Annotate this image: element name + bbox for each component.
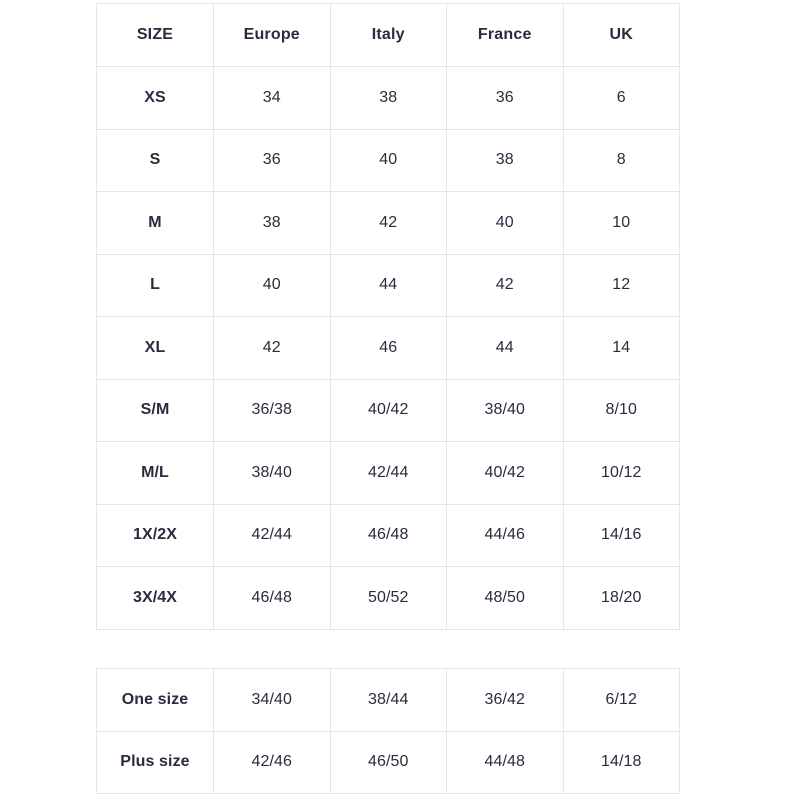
cell-size: 1X/2X <box>96 503 214 567</box>
cell-europe: 38/40 <box>213 441 331 505</box>
cell-uk: 8/10 <box>562 378 680 442</box>
cell-uk: 10 <box>562 191 680 255</box>
cell-france: 40 <box>446 191 564 255</box>
cell-europe: 36/38 <box>213 378 331 442</box>
cell-uk: 6 <box>562 66 680 130</box>
cell-europe: 42/44 <box>213 503 331 567</box>
cell-italy: 50/52 <box>329 566 447 630</box>
cell-europe: 42 <box>213 316 331 380</box>
cell-size: M/L <box>96 441 214 505</box>
cell-italy: 42/44 <box>329 441 447 505</box>
cell-france: 36 <box>446 66 564 130</box>
cell-france: 40/42 <box>446 441 564 505</box>
cell-italy: 38/44 <box>329 668 447 732</box>
table-row: XL 42 46 44 14 <box>96 316 680 380</box>
cell-italy: 44 <box>329 253 447 317</box>
column-header-italy: Italy <box>329 3 447 67</box>
table-row: M/L 38/40 42/44 40/42 10/12 <box>96 441 680 505</box>
cell-uk: 14/18 <box>562 730 680 794</box>
cell-europe: 38 <box>213 191 331 255</box>
table-row: 1X/2X 42/44 46/48 44/46 14/16 <box>96 503 680 567</box>
cell-uk: 12 <box>562 253 680 317</box>
cell-size: L <box>96 253 214 317</box>
cell-italy: 46/50 <box>329 730 447 794</box>
cell-france: 44/48 <box>446 730 564 794</box>
cell-size: XL <box>96 316 214 380</box>
primary-table-header: SIZE Europe Italy France UK <box>96 3 680 67</box>
cell-italy: 42 <box>329 191 447 255</box>
cell-uk: 6/12 <box>562 668 680 732</box>
cell-france: 42 <box>446 253 564 317</box>
cell-italy: 46/48 <box>329 503 447 567</box>
cell-uk: 8 <box>562 128 680 192</box>
cell-uk: 14 <box>562 316 680 380</box>
cell-europe: 34 <box>213 66 331 130</box>
cell-europe: 40 <box>213 253 331 317</box>
cell-france: 44 <box>446 316 564 380</box>
table-row: 3X/4X 46/48 50/52 48/50 18/20 <box>96 566 680 630</box>
cell-size: S <box>96 128 214 192</box>
secondary-table-body: One size 34/40 38/44 36/42 6/12 Plus siz… <box>96 668 680 794</box>
cell-italy: 40/42 <box>329 378 447 442</box>
cell-europe: 42/46 <box>213 730 331 794</box>
secondary-size-table: One size 34/40 38/44 36/42 6/12 Plus siz… <box>96 668 680 794</box>
cell-france: 36/42 <box>446 668 564 732</box>
column-header-uk: UK <box>562 3 680 67</box>
table-row: XS 34 38 36 6 <box>96 66 680 130</box>
cell-italy: 40 <box>329 128 447 192</box>
cell-europe: 46/48 <box>213 566 331 630</box>
table-row: L 40 44 42 12 <box>96 253 680 317</box>
cell-size: S/M <box>96 378 214 442</box>
cell-europe: 34/40 <box>213 668 331 732</box>
column-header-size: SIZE <box>96 3 214 67</box>
cell-france: 48/50 <box>446 566 564 630</box>
column-header-europe: Europe <box>213 3 331 67</box>
cell-size: Plus size <box>96 730 214 794</box>
primary-table-body: XS 34 38 36 6 S 36 40 38 8 M 38 42 40 10 <box>96 66 680 630</box>
table-row: M 38 42 40 10 <box>96 191 680 255</box>
table-row: S/M 36/38 40/42 38/40 8/10 <box>96 378 680 442</box>
cell-europe: 36 <box>213 128 331 192</box>
cell-size: One size <box>96 668 214 732</box>
cell-uk: 10/12 <box>562 441 680 505</box>
cell-italy: 38 <box>329 66 447 130</box>
cell-france: 44/46 <box>446 503 564 567</box>
table-row: One size 34/40 38/44 36/42 6/12 <box>96 668 680 732</box>
cell-size: XS <box>96 66 214 130</box>
cell-size: 3X/4X <box>96 566 214 630</box>
column-header-france: France <box>446 3 564 67</box>
cell-uk: 14/16 <box>562 503 680 567</box>
table-header-row: SIZE Europe Italy France UK <box>96 3 680 67</box>
cell-france: 38/40 <box>446 378 564 442</box>
cell-france: 38 <box>446 128 564 192</box>
table-row: S 36 40 38 8 <box>96 128 680 192</box>
cell-italy: 46 <box>329 316 447 380</box>
cell-uk: 18/20 <box>562 566 680 630</box>
cell-size: M <box>96 191 214 255</box>
primary-size-table: SIZE Europe Italy France UK XS 34 38 36 … <box>96 3 680 630</box>
table-row: Plus size 42/46 46/50 44/48 14/18 <box>96 730 680 794</box>
